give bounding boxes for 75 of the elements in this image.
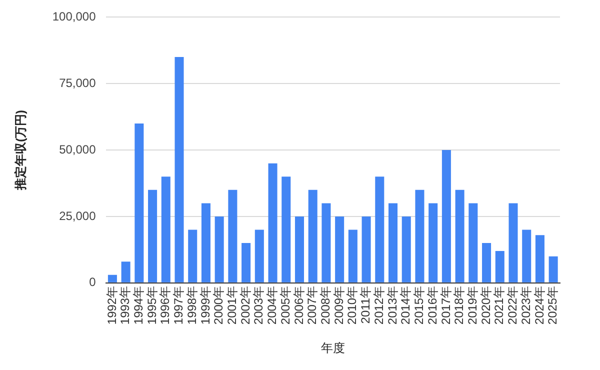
bar bbox=[468, 203, 478, 282]
x-tick-label: 2001年 bbox=[225, 286, 240, 325]
x-tick-label: 2015年 bbox=[412, 286, 426, 325]
x-tick-label: 2019年 bbox=[465, 286, 480, 325]
x-tick-label: 1997年 bbox=[172, 286, 186, 325]
bar bbox=[535, 235, 544, 282]
x-tick-label: 2005年 bbox=[278, 286, 292, 325]
x-tick-label: 1992年 bbox=[104, 286, 119, 325]
bar bbox=[308, 190, 318, 282]
x-tick-label: 1993年 bbox=[118, 286, 132, 325]
x-axis-title: 年度 bbox=[320, 341, 345, 356]
bar bbox=[388, 203, 398, 282]
bar bbox=[442, 150, 451, 282]
bar bbox=[214, 216, 224, 282]
bar bbox=[254, 230, 264, 282]
bar bbox=[294, 216, 304, 282]
x-tick-label: 2014年 bbox=[398, 286, 413, 325]
x-tick-label: 2016年 bbox=[425, 286, 440, 325]
x-tick-label: 2022年 bbox=[506, 286, 520, 325]
bar bbox=[188, 230, 198, 282]
x-tick-label: 2009年 bbox=[332, 286, 346, 325]
y-tick-label: 100,000 bbox=[52, 10, 96, 24]
x-tick-label: 2023年 bbox=[518, 286, 533, 325]
x-tick-label: 1994年 bbox=[131, 286, 146, 325]
bar bbox=[548, 256, 558, 282]
x-tick-label: 1999年 bbox=[198, 286, 212, 325]
x-tick-label: 2011年 bbox=[358, 286, 373, 324]
x-tick-label: 2006年 bbox=[292, 286, 306, 325]
bar bbox=[322, 203, 331, 282]
bar bbox=[201, 203, 210, 282]
x-tick-label: 2013年 bbox=[385, 286, 400, 325]
x-tick-label: 2003年 bbox=[252, 286, 266, 325]
x-tick-label: 1998年 bbox=[184, 286, 199, 325]
y-tick-label: 75,000 bbox=[59, 76, 96, 90]
x-tick-label: 2004年 bbox=[265, 286, 280, 325]
x-tick-label: 2007年 bbox=[305, 286, 320, 325]
bar bbox=[508, 203, 518, 282]
bar bbox=[375, 176, 384, 282]
x-tick-label: 2025年 bbox=[546, 286, 560, 325]
bar bbox=[148, 190, 158, 282]
y-tick-label: 0 bbox=[89, 275, 96, 290]
bar bbox=[228, 190, 238, 282]
bar bbox=[522, 230, 532, 282]
bar bbox=[268, 163, 278, 282]
x-tick-label: 2021年 bbox=[492, 286, 506, 325]
bar bbox=[335, 216, 344, 282]
y-axis-title: 推定年収(万円) bbox=[14, 110, 28, 192]
y-tick-label: 25,000 bbox=[59, 208, 96, 223]
bar bbox=[108, 274, 117, 282]
x-tick-label: 1995年 bbox=[144, 286, 159, 325]
x-tick-label: 1996年 bbox=[158, 286, 172, 325]
bar bbox=[482, 243, 492, 282]
bar bbox=[428, 203, 438, 282]
bar bbox=[495, 251, 504, 282]
bar bbox=[415, 190, 424, 282]
x-tick-label: 2020年 bbox=[478, 286, 493, 325]
bar bbox=[348, 230, 358, 282]
bar bbox=[121, 262, 130, 282]
x-tick-label: 2002年 bbox=[238, 286, 252, 325]
x-tick-label: 2012年 bbox=[372, 286, 386, 325]
bar bbox=[362, 216, 371, 282]
bar bbox=[455, 190, 464, 282]
x-tick-label: 2008年 bbox=[318, 286, 333, 325]
bar bbox=[134, 123, 144, 282]
x-tick-label: 2017年 bbox=[438, 286, 453, 325]
bar bbox=[161, 176, 170, 282]
x-tick-label: 2018年 bbox=[452, 286, 466, 325]
x-tick-label: 2024年 bbox=[532, 286, 546, 325]
x-tick-label: 2010年 bbox=[345, 286, 360, 325]
bar bbox=[242, 243, 251, 282]
bar bbox=[282, 176, 291, 282]
x-tick-label: 2000年 bbox=[212, 286, 226, 325]
y-tick-label: 50,000 bbox=[59, 142, 96, 156]
bar bbox=[174, 57, 184, 282]
bar bbox=[402, 216, 411, 282]
